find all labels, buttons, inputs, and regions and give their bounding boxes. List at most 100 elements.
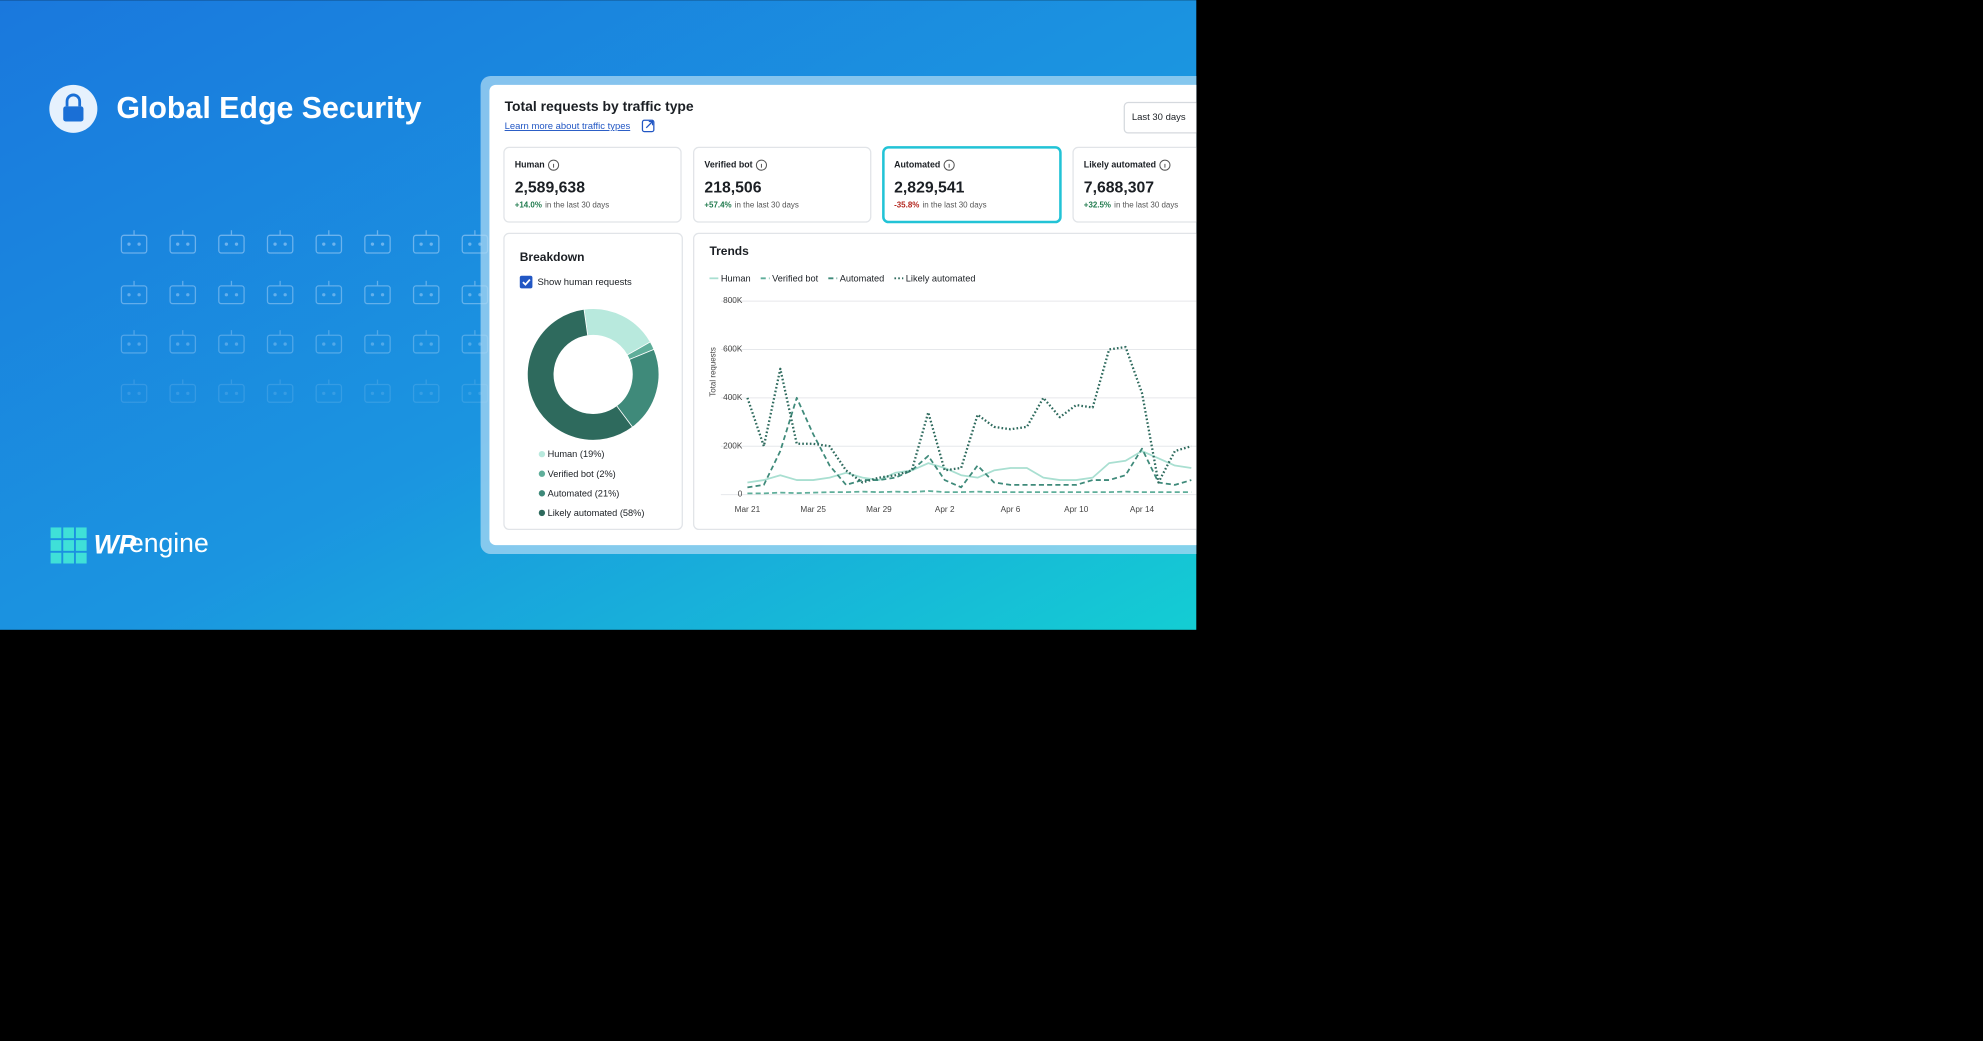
robot-head <box>315 383 343 403</box>
donut-segment <box>526 308 634 441</box>
robot-head <box>120 383 148 403</box>
x-tick-label: Apr 2 <box>935 505 955 514</box>
trends-title: Trends <box>709 244 749 258</box>
robot-icon <box>364 230 391 254</box>
change-value: -35.8% <box>894 201 919 210</box>
robot-icon <box>218 280 245 305</box>
breakdown-title: Breakdown <box>520 250 585 264</box>
robot-eye <box>176 342 180 346</box>
robot-eye <box>419 293 423 297</box>
range-button[interactable] <box>1123 101 1202 134</box>
stat-card[interactable] <box>882 146 1062 224</box>
robot-eye <box>273 242 277 246</box>
legend-label: Human (19%) <box>548 449 605 459</box>
robot-eye <box>186 242 190 246</box>
robot-eye <box>332 342 336 346</box>
info-icon <box>1159 159 1171 171</box>
robot-icon <box>218 230 245 254</box>
robot-eye <box>186 342 190 346</box>
robot-eye <box>370 391 375 396</box>
trends-panel <box>693 232 1197 530</box>
robot-icon <box>364 379 391 403</box>
robot-eye <box>322 391 326 396</box>
robot-icon <box>218 330 245 354</box>
robot-head <box>412 234 440 254</box>
robot-head <box>218 285 245 305</box>
y-axis-label: Total requests <box>708 347 717 397</box>
page-title: Global Edge Security <box>116 92 421 125</box>
logo-mark: WP <box>94 529 137 559</box>
line-chart: 0 200K 400K 600K 800K Total requests Mar 21 Mar… <box>708 273 1197 514</box>
robot-eye <box>137 391 141 396</box>
stat-card[interactable] <box>693 146 872 223</box>
change-value: +57.4% <box>704 201 731 210</box>
stat-card[interactable] <box>1072 146 1250 223</box>
robot-eye <box>332 391 336 396</box>
card-label: Verified bot <box>704 159 752 169</box>
robot-icon <box>266 280 294 305</box>
robot-icon <box>218 379 245 403</box>
x-tick-label: Mar 21 <box>735 505 761 514</box>
checkbox[interactable] <box>519 275 533 289</box>
logo-tile <box>75 552 87 564</box>
robot-head <box>266 285 294 305</box>
logo <box>50 527 87 564</box>
robot-head <box>315 234 343 254</box>
robot-head <box>120 285 148 305</box>
logo-tile <box>63 527 74 539</box>
robot-eye <box>468 342 472 346</box>
robot-icon <box>412 280 440 305</box>
external-arrow <box>645 120 654 129</box>
external-icon <box>641 119 655 133</box>
robot-eye <box>224 391 229 396</box>
robot-eye <box>127 242 131 246</box>
learn-link[interactable]: Learn more about traffic types <box>505 121 631 132</box>
robot-icon <box>315 330 343 354</box>
x-tick-label: Apr 14 <box>1130 505 1155 514</box>
robot-icon <box>169 280 197 305</box>
robot-eye <box>429 242 433 246</box>
change-period: in the last 30 days <box>545 201 609 210</box>
robot-icon <box>120 379 148 403</box>
robot-eye <box>322 342 326 346</box>
robot-eye <box>176 293 180 297</box>
robot-icon <box>315 379 343 403</box>
y-tick-label: 200K <box>723 441 743 450</box>
robot-icon <box>315 280 343 305</box>
robot-head <box>266 234 294 254</box>
series-line <box>746 345 1192 484</box>
robot-head <box>364 285 391 305</box>
robot-eye <box>186 293 190 297</box>
robot-icon <box>120 280 148 305</box>
robot-head <box>120 334 148 354</box>
robot-eye <box>370 293 375 297</box>
robot-head <box>266 334 294 354</box>
robot-head <box>266 383 294 403</box>
robot-icon <box>120 330 148 354</box>
legend-label: Verified bot <box>772 273 819 283</box>
change-period: in the last 30 days <box>922 201 986 210</box>
card-change: +32.5% in the last 30 days <box>1084 201 1178 210</box>
robot-eye <box>370 342 375 346</box>
logo-tile <box>50 540 62 551</box>
robot-eye <box>283 293 287 297</box>
robot-eye <box>419 342 423 346</box>
robot-eye <box>234 293 239 297</box>
range-label: Last 30 days <box>1132 112 1186 123</box>
robot-eye <box>273 293 277 297</box>
y-tick-label: 800K <box>723 296 743 305</box>
legend-dot <box>538 450 546 458</box>
robot-eye <box>332 293 336 297</box>
robot-eye <box>370 242 375 246</box>
y-tick-label: 400K <box>723 393 743 402</box>
robot-eye <box>468 293 472 297</box>
robot-head <box>412 383 440 403</box>
robot-eye <box>273 342 277 346</box>
legend-dot <box>538 470 546 477</box>
robot-icon <box>266 230 294 254</box>
logo-tile <box>50 527 62 539</box>
robot-head <box>169 234 197 254</box>
series-line <box>747 450 1192 484</box>
x-tick-label: Mar 25 <box>800 505 826 514</box>
